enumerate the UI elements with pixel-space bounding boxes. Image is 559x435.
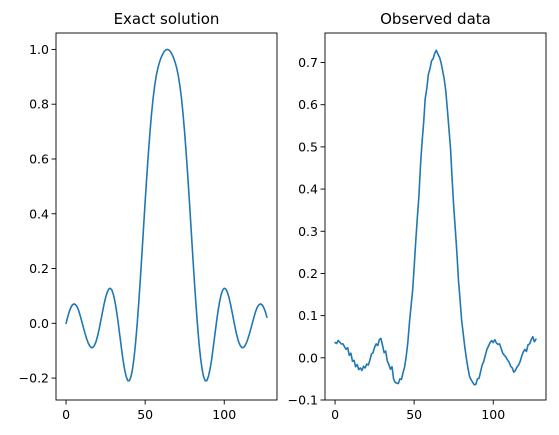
exact-solution-y-tick-label-3: 0.4 [29,206,49,221]
exact-solution-y-tick-label-1: 0.0 [29,316,49,331]
observed-data-y-tick-label-0: −0.1 [288,393,318,408]
observed-data-x-tick-label-2: 100 [481,407,505,422]
observed-data-y-tick-label-2: 0.1 [298,308,318,323]
exact-solution-x-tick-label-1: 50 [137,407,153,422]
exact-solution-x-tick-label-2: 100 [212,407,236,422]
observed-data-series-line-0 [334,49,537,386]
observed-data-y-tick-label-5: 0.4 [298,182,318,197]
observed-data-y-tick-label-4: 0.3 [298,224,318,239]
observed-data-y-tick-label-6: 0.5 [298,139,318,154]
exact-solution-y-tick-label-0: −0.2 [19,371,49,386]
observed-data-title: Observed data [380,10,491,28]
exact-solution-x-tick-label-0: 0 [62,407,70,422]
exact-solution-y-tick-label-4: 0.6 [29,151,49,166]
exact-solution-y-tick-label-6: 1.0 [29,42,49,57]
observed-data-plot-area [334,49,537,386]
exact-solution-plot-area [65,48,268,382]
observed-data-x-tick-label-0: 0 [331,407,339,422]
observed-data-y-tick-label-7: 0.6 [298,97,318,112]
observed-data-x-tick-label-1: 50 [406,407,422,422]
exact-solution-y-tick-label-5: 0.8 [29,97,49,112]
observed-data-frame [324,32,547,401]
observed-data-y-tick-label-8: 0.7 [298,55,318,70]
observed-data-y-tick-label-3: 0.2 [298,266,318,281]
observed-data-y-tick-label-1: 0.0 [298,350,318,365]
exact-solution-series-line-0 [65,48,268,382]
exact-solution-frame [55,32,278,401]
observed-data-subplot: Observed data 0 50 100 −0.1 0.0 0.1 0.2 0.3 0.4 0… [288,10,547,422]
exact-solution-y-tick-label-2: 0.2 [29,261,49,276]
exact-solution-subplot: Exact solution 0 50 100 −0.2 0.0 0.2 0.4 0.6 0.8… [19,10,278,422]
exact-solution-title: Exact solution [114,10,220,28]
